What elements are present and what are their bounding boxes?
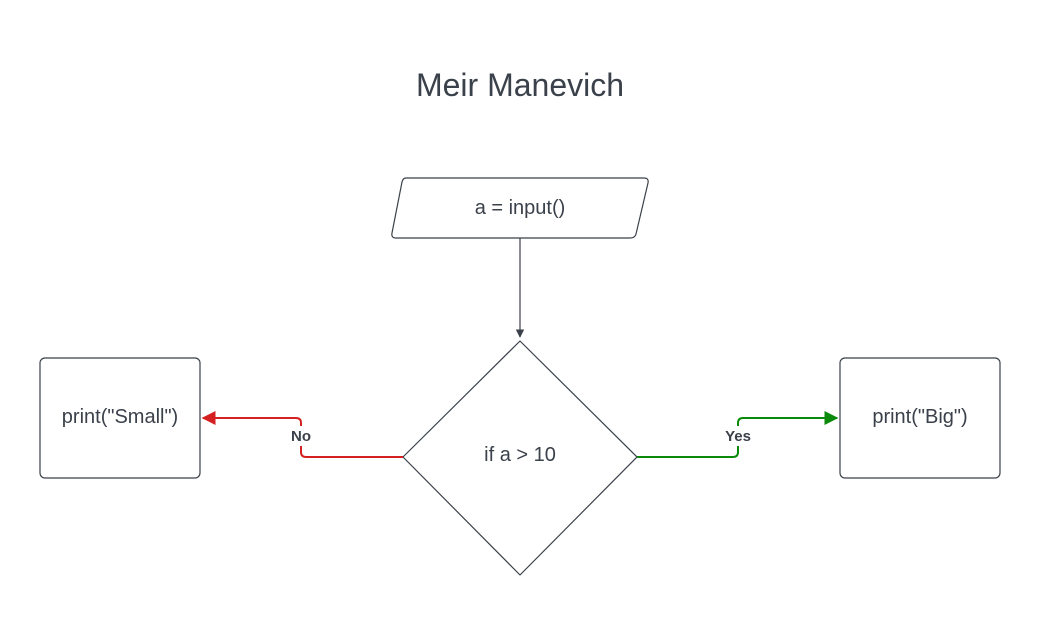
decision-node[interactable]: if a > 10 — [402, 340, 638, 576]
small-node[interactable]: print("Small") — [39, 357, 201, 479]
diagram-title: Meir Manevich — [416, 67, 624, 103]
small-node-shape — [39, 357, 201, 479]
decision-node-shape — [402, 340, 638, 576]
big-node-label: print("Big") — [872, 406, 967, 428]
big-node-shape — [839, 357, 1001, 479]
edge-yes-label-bg — [719, 426, 757, 446]
edge-yes-label: Yes — [725, 428, 751, 445]
input-node-shape — [391, 177, 649, 239]
small-node-label: print("Small") — [62, 406, 178, 428]
edge-no-label: No — [291, 428, 311, 445]
big-node[interactable]: print("Big") — [839, 357, 1001, 479]
edge-no-label-bg — [286, 426, 316, 446]
input-node-label: a = input() — [475, 197, 566, 219]
decision-node-label: if a > 10 — [484, 444, 556, 466]
input-node[interactable]: a = input() — [391, 177, 649, 239]
